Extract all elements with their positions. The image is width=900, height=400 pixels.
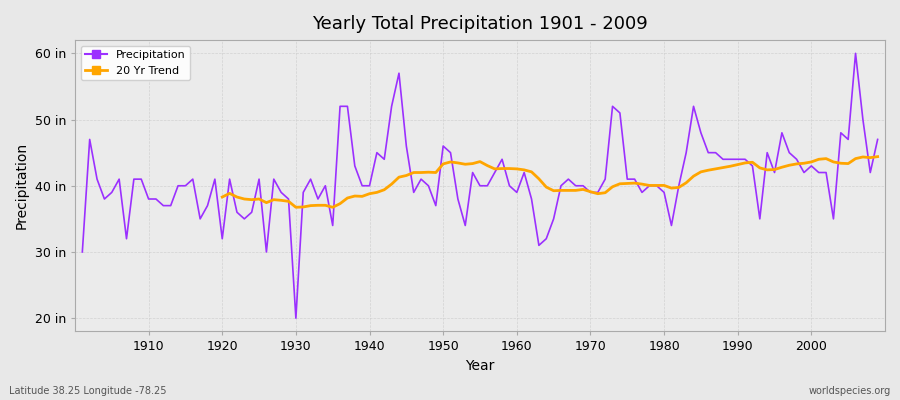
Y-axis label: Precipitation: Precipitation (15, 142, 29, 229)
X-axis label: Year: Year (465, 359, 495, 373)
Title: Yearly Total Precipitation 1901 - 2009: Yearly Total Precipitation 1901 - 2009 (312, 15, 648, 33)
Legend: Precipitation, 20 Yr Trend: Precipitation, 20 Yr Trend (80, 46, 190, 80)
Text: worldspecies.org: worldspecies.org (809, 386, 891, 396)
Text: Latitude 38.25 Longitude -78.25: Latitude 38.25 Longitude -78.25 (9, 386, 166, 396)
